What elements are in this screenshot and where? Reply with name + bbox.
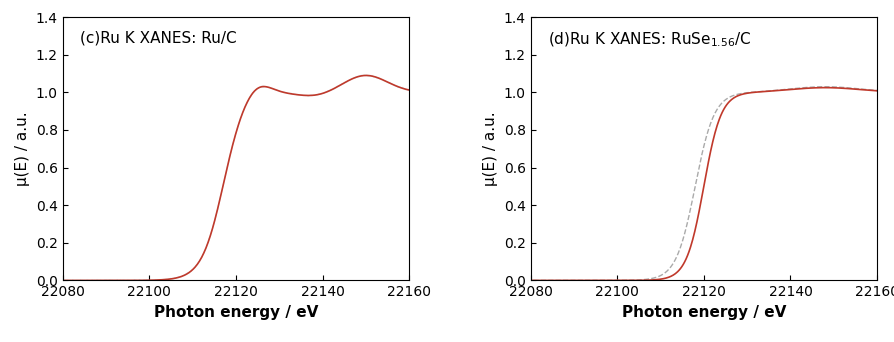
Y-axis label: μ(E) / a.u.: μ(E) / a.u. <box>483 111 498 186</box>
Y-axis label: μ(E) / a.u.: μ(E) / a.u. <box>15 111 30 186</box>
Text: (c)Ru K XANES: Ru/C: (c)Ru K XANES: Ru/C <box>80 30 236 45</box>
X-axis label: Photon energy / eV: Photon energy / eV <box>154 305 317 320</box>
X-axis label: Photon energy / eV: Photon energy / eV <box>621 305 785 320</box>
Text: (d)Ru K XANES: RuSe$_{1.56}$/C: (d)Ru K XANES: RuSe$_{1.56}$/C <box>547 30 750 49</box>
